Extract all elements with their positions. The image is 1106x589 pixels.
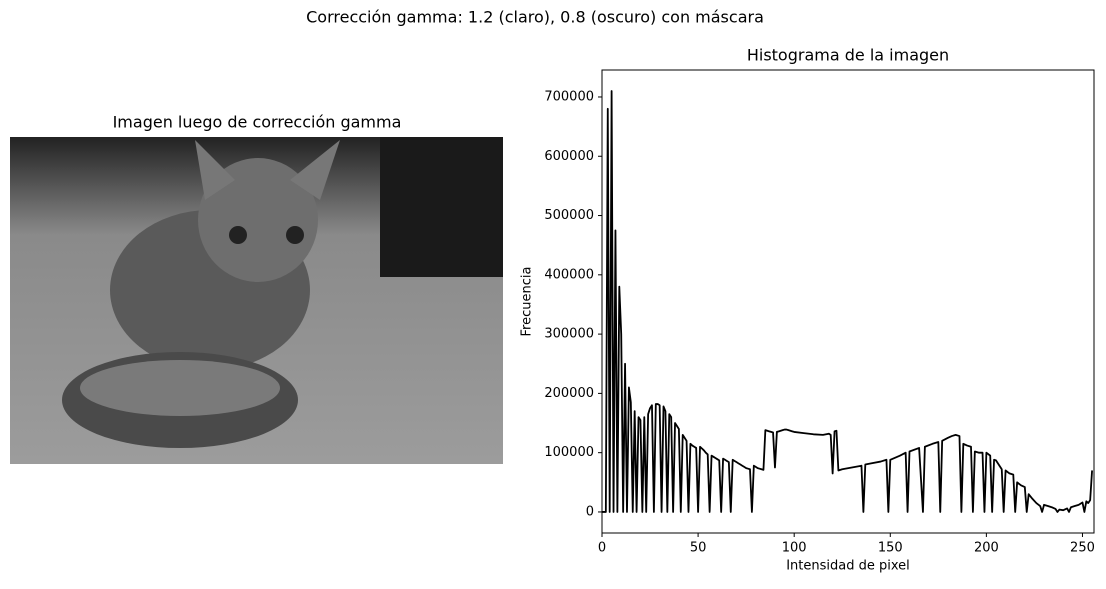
- x-tick-label: 100: [782, 541, 807, 556]
- x-tick-label: 200: [974, 541, 999, 556]
- image-title: Imagen luego de corrección gamma: [113, 113, 402, 132]
- histogram-line: [602, 90, 1093, 513]
- chart-title: Histograma de la imagen: [747, 46, 949, 65]
- figure-title: Corrección gamma: 1.2 (claro), 0.8 (oscu…: [306, 8, 764, 27]
- x-tick-label: 250: [1070, 541, 1095, 556]
- x-tick-label: 150: [878, 541, 903, 556]
- x-tick-label: 50: [690, 541, 707, 556]
- y-tick-label: 600000: [544, 149, 594, 164]
- y-tick-label: 300000: [544, 327, 594, 342]
- y-tick-label: 700000: [544, 89, 594, 104]
- plot-frame: [601, 69, 1095, 534]
- y-tick-label: 0: [586, 504, 594, 519]
- y-tick-label: 200000: [544, 386, 594, 401]
- image: [10, 137, 503, 464]
- y-tick-label: 400000: [544, 267, 594, 282]
- y-axis-label: Frecuencia: [520, 267, 535, 337]
- y-tick-label: 100000: [544, 445, 594, 460]
- y-tick-label: 500000: [544, 208, 594, 223]
- x-axis-label: Intensidad de pixel: [786, 559, 910, 574]
- x-tick-label: 0: [598, 541, 606, 556]
